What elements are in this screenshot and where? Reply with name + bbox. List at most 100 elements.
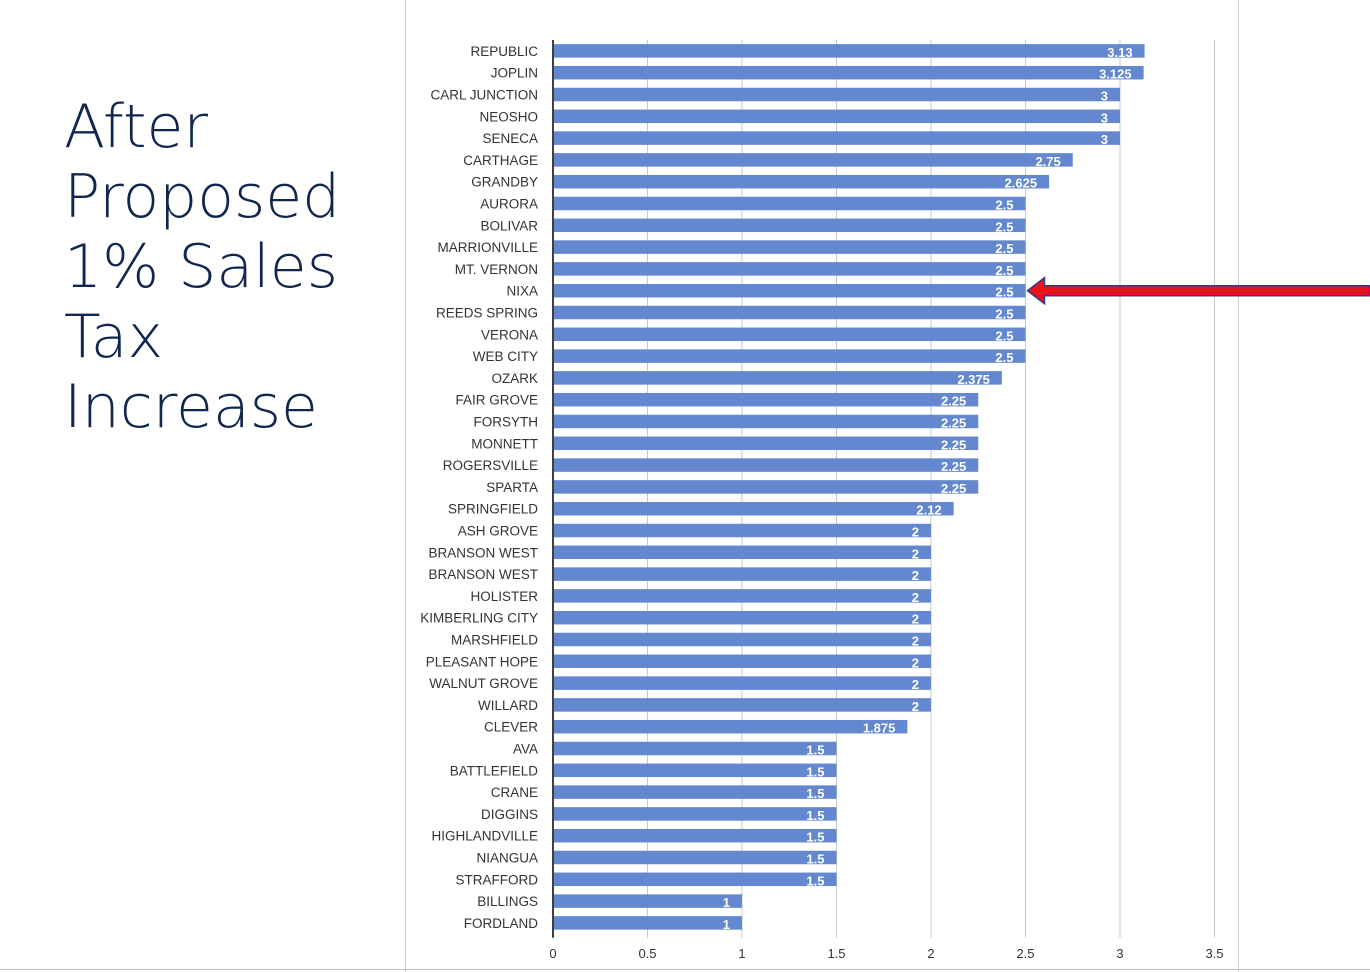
bar: [553, 109, 1120, 124]
category-label: BRANSON WEST: [428, 545, 538, 560]
data-label: 2: [912, 525, 919, 540]
data-label: 2.5: [995, 198, 1013, 213]
category-label: MONNETT: [471, 436, 538, 451]
data-label: 1.5: [806, 852, 824, 867]
x-tick-label: 3.5: [1205, 946, 1223, 961]
data-label: 2.5: [995, 241, 1013, 256]
bar: [553, 872, 837, 887]
x-tick-label: 2.5: [1016, 946, 1034, 961]
data-label: 2.5: [995, 219, 1013, 234]
data-label: 2: [912, 546, 919, 561]
data-label: 3.13: [1107, 45, 1132, 60]
bar: [553, 44, 1145, 58]
data-label: 2: [912, 655, 919, 670]
data-label: 1.875: [863, 721, 896, 736]
bar: [553, 763, 837, 778]
bar: [553, 87, 1120, 102]
bar: [553, 240, 1026, 254]
data-label: 2.5: [995, 263, 1013, 278]
data-label: 3: [1101, 132, 1108, 147]
bar: [553, 523, 931, 538]
data-label: 2.5: [995, 285, 1013, 300]
category-label: SENECA: [482, 131, 538, 146]
bar: [553, 610, 931, 625]
data-label: 3: [1101, 110, 1108, 125]
bar: [553, 371, 1002, 385]
data-label: 2.5: [995, 307, 1013, 322]
slide-title: After Proposed 1% Sales Tax Increase: [64, 92, 394, 442]
data-label: 2.5: [995, 328, 1013, 343]
bar: [553, 327, 1026, 342]
category-label: NEOSHO: [479, 109, 538, 124]
category-label: HIGHLANDVILLE: [431, 829, 538, 844]
category-label: CARTHAGE: [463, 153, 538, 168]
category-label: JOPLIN: [491, 66, 538, 81]
category-label: WALNUT GROVE: [429, 676, 538, 691]
bar: [553, 458, 979, 472]
data-label: 2.375: [957, 372, 990, 387]
bar: [553, 480, 979, 494]
bar: [553, 850, 837, 865]
data-label: 2.25: [941, 459, 966, 474]
category-label: MARRIONVILLE: [437, 240, 538, 255]
bar: [553, 153, 1073, 167]
bar: [553, 654, 931, 669]
category-label: KIMBERLING CITY: [420, 611, 538, 626]
category-label: AURORA: [480, 197, 538, 212]
bar: [553, 131, 1120, 145]
data-label: 1.5: [806, 830, 824, 845]
category-label: MT. VERNON: [455, 262, 538, 277]
bar: [553, 719, 908, 734]
category-label: SPRINGFIELD: [448, 502, 538, 517]
data-label: 1.5: [806, 873, 824, 888]
category-label: PLEASANT HOPE: [426, 654, 538, 669]
title-line-2: Proposed: [64, 162, 341, 232]
category-label: REEDS SPRING: [436, 306, 538, 321]
bar: [553, 414, 979, 429]
x-tick-label: 0: [549, 946, 556, 961]
data-label: 1.5: [806, 764, 824, 779]
chart-frame-right-border: [1238, 0, 1239, 972]
data-label: 2.25: [941, 437, 966, 452]
bar: [553, 501, 954, 516]
data-label: 1.5: [806, 743, 824, 758]
category-label: REPUBLIC: [470, 44, 538, 59]
bar: [553, 283, 1026, 298]
bar: [553, 262, 1026, 276]
category-label: STRAFFORD: [456, 872, 539, 887]
category-label: WEB CITY: [473, 349, 538, 364]
category-label: VERONA: [481, 327, 538, 342]
data-label: 2.25: [941, 416, 966, 431]
title-line-4: Tax: [64, 302, 163, 372]
x-tick-label: 2: [927, 946, 934, 961]
data-label: 2.25: [941, 481, 966, 496]
category-label: ASH GROVE: [458, 524, 538, 539]
data-label: 2.12: [916, 503, 941, 518]
data-label: 2: [912, 590, 919, 605]
data-label: 2: [912, 634, 919, 649]
bar: [553, 676, 931, 690]
category-label: WILLARD: [478, 698, 538, 713]
data-label: 2.625: [1005, 176, 1038, 191]
bar: [553, 65, 1144, 80]
category-label: NIXA: [506, 284, 538, 299]
bar: [553, 218, 1026, 233]
data-label: 2: [912, 612, 919, 627]
data-label: 2.5: [995, 350, 1013, 365]
bar: [553, 632, 931, 647]
data-label: 1: [723, 895, 730, 910]
bar: [553, 589, 931, 603]
bar: [553, 916, 742, 930]
title-line-5: Increase: [64, 372, 318, 442]
data-label: 1.5: [806, 808, 824, 823]
bar: [553, 174, 1050, 189]
data-label: 3.125: [1099, 67, 1132, 82]
data-label: 2.75: [1035, 154, 1060, 169]
category-label: CARL JUNCTION: [430, 88, 538, 103]
category-label: BRANSON WEST: [428, 567, 538, 582]
bar: [553, 392, 979, 407]
slide-bottom-rule: [0, 969, 1370, 970]
category-label: HOLISTER: [470, 589, 538, 604]
data-label: 1.5: [806, 786, 824, 801]
